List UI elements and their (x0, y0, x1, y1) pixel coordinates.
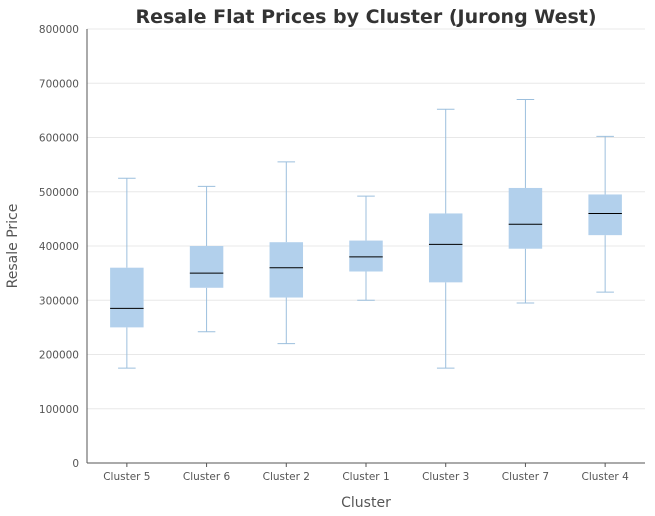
x-tick-label: Cluster 1 (342, 471, 389, 483)
boxes (110, 99, 622, 369)
box-group (588, 135, 622, 293)
y-axis-ticks: 0 100000 200000 300000 400000 500000 600000 700… (39, 24, 79, 470)
box-group (428, 108, 463, 369)
y-axis-label: Resale Price (5, 204, 21, 289)
y-tick-label: 700000 (39, 78, 79, 90)
y-tick-label: 300000 (39, 295, 79, 307)
y-tick-label: 600000 (39, 133, 79, 145)
x-tick-label: Cluster 3 (422, 471, 469, 483)
iqr-box (428, 213, 463, 283)
y-tick-label: 0 (72, 458, 79, 470)
iqr-box (269, 242, 304, 298)
y-tick-label: 800000 (39, 24, 79, 36)
iqr-box (110, 267, 144, 328)
box-group (110, 177, 144, 369)
x-tick-label: Cluster 5 (103, 471, 150, 483)
box-group (349, 195, 383, 301)
y-tick-label: 500000 (39, 187, 79, 199)
y-tick-label: 200000 (39, 350, 79, 362)
iqr-box (189, 246, 224, 288)
y-tick-label: 400000 (39, 241, 79, 253)
iqr-box (508, 187, 543, 249)
box-group (269, 161, 304, 345)
iqr-box (588, 194, 622, 236)
iqr-box (349, 240, 383, 272)
x-axis-ticks: Cluster 5 Cluster 6 Cluster 2 Cluster 1 Clus… (103, 463, 629, 483)
x-tick-label: Cluster 4 (581, 471, 629, 483)
chart-title: Resale Flat Prices by Cluster (Jurong We… (135, 6, 596, 28)
x-tick-label: Cluster 7 (502, 471, 549, 483)
box-group (508, 99, 543, 304)
x-axis-label: Cluster (341, 495, 391, 511)
box-group (189, 185, 224, 333)
x-tick-label: Cluster 2 (263, 471, 310, 483)
x-tick-label: Cluster 6 (183, 471, 231, 483)
y-tick-label: 100000 (39, 404, 79, 416)
